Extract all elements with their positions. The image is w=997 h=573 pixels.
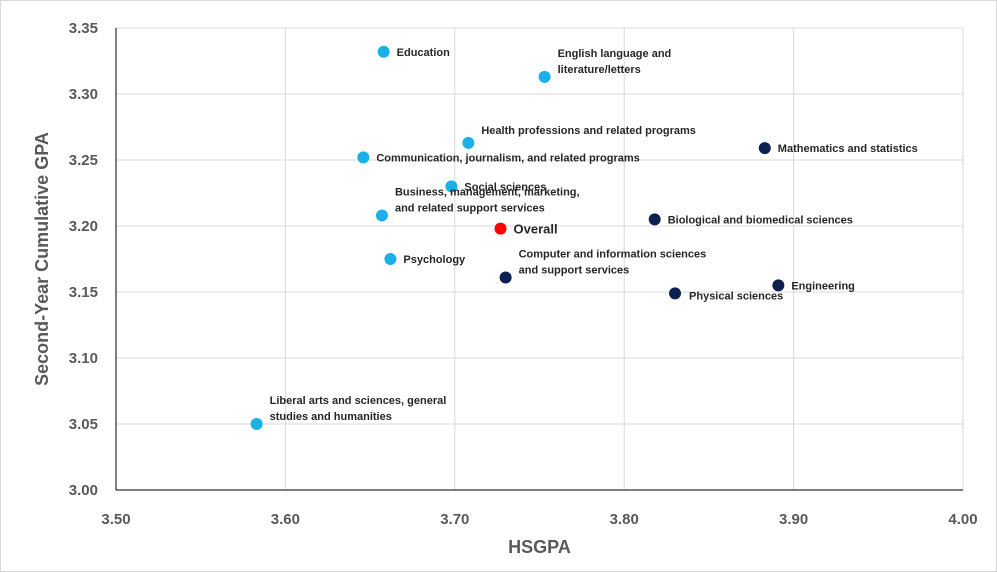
point-business <box>375 209 388 222</box>
point-label-business: Business, management, marketing, <box>395 186 580 198</box>
y-tick-label: 3.15 <box>69 284 98 301</box>
x-tick-labels: 3.50 3.60 3.70 3.80 3.90 4.00 <box>101 511 977 528</box>
x-axis-title: HSGPA <box>508 537 571 557</box>
x-tick-label: 3.90 <box>779 511 808 528</box>
point-label-bio: Biological and biomedical sciences <box>668 214 853 226</box>
y-tick-label: 3.00 <box>69 482 98 499</box>
y-tick-label: 3.25 <box>69 152 98 169</box>
point-math <box>758 142 771 155</box>
point-education <box>377 45 390 58</box>
point-label-english: literature/letters <box>558 64 641 76</box>
point-liberal <box>250 418 263 430</box>
x-tick-label: 3.70 <box>440 511 469 528</box>
point-label-engineering: Engineering <box>791 280 855 292</box>
y-tick-label: 3.30 <box>69 86 98 103</box>
point-label-social: Social sciences <box>464 181 546 193</box>
point-label-health: Health professions and related programs <box>481 125 696 137</box>
point-label-psychology: Psychology <box>403 254 466 266</box>
y-axis-title: Second-Year Cumulative GPA <box>32 132 52 386</box>
x-tick-label: 3.60 <box>271 511 300 528</box>
point-social <box>445 180 458 193</box>
point-labels: Education English language and literature/… <box>270 47 918 423</box>
point-label-business: and related support services <box>395 202 545 214</box>
point-label-computer: and support services <box>519 264 630 276</box>
x-tick-label: 3.50 <box>101 511 130 528</box>
point-label-overall: Overall <box>514 222 558 237</box>
point-overall <box>494 222 507 235</box>
x-tick-label: 4.00 <box>948 511 977 528</box>
axes <box>115 28 963 491</box>
point-label-english: English language and <box>558 48 672 60</box>
point-label-communication: Communication, journalism, and related p… <box>376 152 639 164</box>
y-tick-label: 3.10 <box>69 350 98 367</box>
point-physical <box>669 287 682 300</box>
x-tick-label: 3.80 <box>610 511 639 528</box>
y-tick-labels: 3.00 3.05 3.10 3.15 3.20 3.25 3.30 3.35 <box>69 20 98 499</box>
point-label-physical: Physical sciences <box>689 290 783 302</box>
point-english <box>538 70 551 83</box>
point-label-math: Mathematics and statistics <box>778 143 918 155</box>
point-psychology <box>384 253 397 265</box>
point-engineering <box>772 279 785 292</box>
point-bio <box>648 213 661 226</box>
point-label-education: Education <box>397 47 450 59</box>
point-health <box>462 136 475 149</box>
y-tick-label: 3.20 <box>69 218 98 235</box>
data-points <box>250 45 785 430</box>
point-label-liberal: Liberal arts and sciences, general <box>270 395 447 407</box>
point-communication <box>357 151 370 164</box>
point-label-liberal: studies and humanities <box>270 411 392 423</box>
point-computer <box>499 271 512 284</box>
y-tick-label: 3.35 <box>69 20 98 37</box>
y-tick-label: 3.05 <box>69 416 98 433</box>
point-label-computer: Computer and information sciences <box>519 248 707 260</box>
